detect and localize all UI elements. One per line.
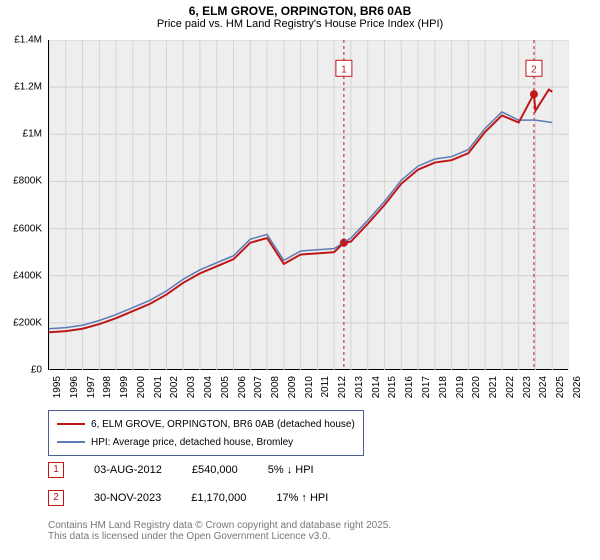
svg-text:2: 2	[531, 64, 537, 75]
x-tick-label: 1998	[102, 376, 113, 398]
x-tick-label: 2023	[522, 376, 533, 398]
x-tick-label: 2025	[555, 376, 566, 398]
x-tick-label: 2008	[270, 376, 281, 398]
attribution: Contains HM Land Registry data © Crown c…	[48, 520, 391, 542]
sale-diff-2: 17% ↑ HPI	[276, 492, 328, 504]
x-tick-label: 2016	[404, 376, 415, 398]
x-tick-label: 1999	[119, 376, 130, 398]
legend: 6, ELM GROVE, ORPINGTON, BR6 0AB (detach…	[48, 410, 364, 456]
x-tick-label: 2014	[371, 376, 382, 398]
y-tick-label: £400K	[0, 270, 42, 281]
x-tick-label: 1995	[52, 376, 63, 398]
y-tick-label: £200K	[0, 317, 42, 328]
x-tick-label: 2000	[136, 376, 147, 398]
attribution-line2: This data is licensed under the Open Gov…	[48, 531, 391, 542]
y-tick-label: £600K	[0, 223, 42, 234]
legend-label: HPI: Average price, detached house, Brom…	[91, 437, 293, 448]
attribution-line1: Contains HM Land Registry data © Crown c…	[48, 520, 391, 531]
sale-diff-1: 5% ↓ HPI	[268, 464, 314, 476]
marker-2: 2	[48, 490, 64, 506]
marker-1: 1	[48, 462, 64, 478]
x-tick-label: 2009	[287, 376, 298, 398]
sale-price-2: £1,170,000	[191, 492, 246, 504]
x-tick-label: 2005	[220, 376, 231, 398]
svg-text:1: 1	[341, 64, 347, 75]
price-chart: 12	[48, 40, 568, 370]
sale-date-1: 03-AUG-2012	[94, 464, 162, 476]
x-tick-label: 2018	[438, 376, 449, 398]
title-subtitle: Price paid vs. HM Land Registry's House …	[0, 18, 600, 30]
sale-row-1: 1 03-AUG-2012 £540,000 5% ↓ HPI	[48, 462, 314, 478]
legend-row: 6, ELM GROVE, ORPINGTON, BR6 0AB (detach…	[57, 415, 355, 433]
legend-swatch	[57, 441, 85, 443]
x-tick-label: 2013	[354, 376, 365, 398]
x-tick-label: 2004	[203, 376, 214, 398]
x-tick-label: 2017	[421, 376, 432, 398]
x-tick-label: 2019	[455, 376, 466, 398]
x-tick-label: 2021	[488, 376, 499, 398]
x-tick-label: 2011	[320, 376, 331, 398]
legend-row: HPI: Average price, detached house, Brom…	[57, 433, 355, 451]
y-tick-label: £1M	[0, 129, 42, 140]
x-tick-label: 2022	[505, 376, 516, 398]
x-tick-label: 1997	[86, 376, 97, 398]
x-tick-label: 2012	[337, 376, 348, 398]
x-tick-label: 2026	[572, 376, 583, 398]
chart-svg: 12	[49, 40, 569, 370]
y-tick-label: £1.4M	[0, 35, 42, 46]
title-address: 6, ELM GROVE, ORPINGTON, BR6 0AB	[0, 0, 600, 18]
x-tick-label: 2003	[186, 376, 197, 398]
x-tick-label: 2001	[153, 376, 164, 398]
legend-swatch	[57, 423, 85, 425]
legend-label: 6, ELM GROVE, ORPINGTON, BR6 0AB (detach…	[91, 419, 355, 430]
x-tick-label: 2015	[387, 376, 398, 398]
y-tick-label: £1.2M	[0, 82, 42, 93]
x-tick-label: 2006	[237, 376, 248, 398]
sale-date-2: 30-NOV-2023	[94, 492, 161, 504]
y-tick-label: £0	[0, 365, 42, 376]
x-tick-label: 2020	[471, 376, 482, 398]
sale-price-1: £540,000	[192, 464, 238, 476]
x-tick-label: 2002	[169, 376, 180, 398]
x-tick-label: 2010	[304, 376, 315, 398]
x-tick-label: 2007	[253, 376, 264, 398]
y-tick-label: £800K	[0, 176, 42, 187]
x-tick-label: 1996	[69, 376, 80, 398]
sale-row-2: 2 30-NOV-2023 £1,170,000 17% ↑ HPI	[48, 490, 328, 506]
x-tick-label: 2024	[538, 376, 549, 398]
